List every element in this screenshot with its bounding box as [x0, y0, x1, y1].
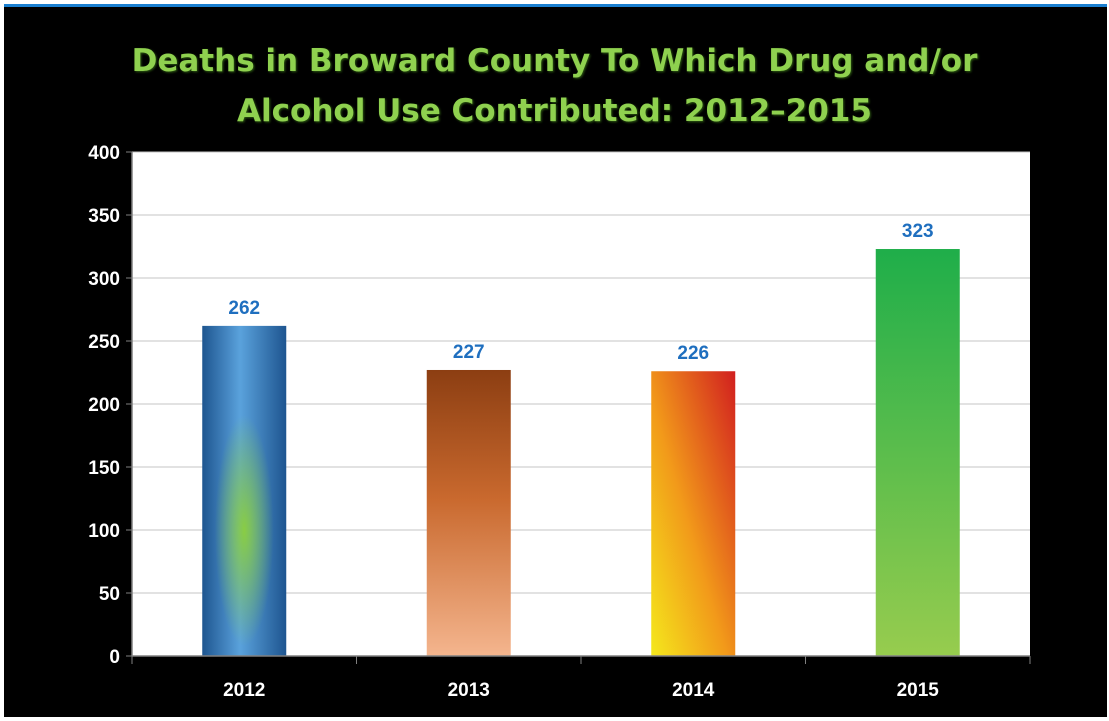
y-tick-label: 0	[109, 647, 120, 668]
y-tick-label: 150	[88, 458, 120, 479]
data-label: 227	[453, 342, 485, 363]
data-label: 262	[228, 298, 260, 319]
chart-title: Deaths in Broward County To Which Drug a…	[0, 36, 1109, 136]
bar-2014	[651, 371, 736, 656]
x-tick-label: 2013	[448, 680, 490, 701]
x-tick-label: 2014	[672, 680, 715, 701]
x-axis: 2012 2013 2014 2015	[131, 655, 1031, 701]
bars	[202, 249, 960, 656]
y-tick-label: 300	[88, 269, 120, 290]
y-tick-label: 100	[88, 521, 120, 542]
y-tick-label: 250	[88, 332, 120, 353]
bar-highlight	[202, 325, 287, 656]
y-tick-label: 400	[88, 143, 120, 164]
chart-title-line-2: Alcohol Use Contributed: 2012–2015	[237, 93, 872, 129]
y-tick-label: 50	[99, 584, 120, 605]
x-tick-label: 2015	[897, 680, 940, 701]
bar-2015	[875, 249, 960, 656]
data-label: 323	[902, 221, 934, 242]
x-tick-label: 2012	[223, 680, 265, 701]
y-axis: 0 50 100 150 200 250 300 350 400	[88, 143, 133, 668]
bar-2013	[426, 369, 511, 656]
y-tick-label: 350	[88, 206, 120, 227]
data-label: 226	[677, 343, 709, 364]
data-labels: 262 227 226 323	[228, 221, 933, 364]
chart-title-line-1: Deaths in Broward County To Which Drug a…	[131, 43, 978, 79]
y-tick-label: 200	[88, 395, 120, 416]
